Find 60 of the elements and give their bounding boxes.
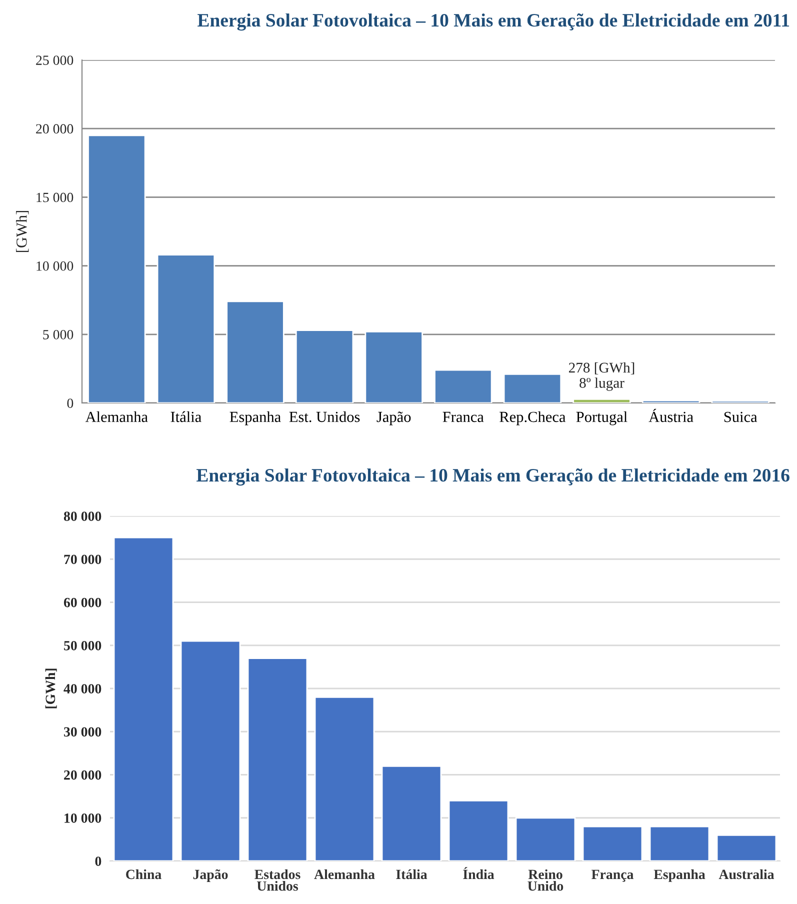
y-tick-label: 70 000	[64, 554, 102, 564]
bar	[156, 254, 216, 403]
chart-title: Energia Solar Fotovoltaica – 10 Mais em Geração de Eletricidade em 2011	[198, 13, 790, 31]
x-tick-label: Espanha	[654, 869, 706, 882]
y-tick-label: 10 000	[36, 261, 74, 271]
y-tick-label: 0	[95, 856, 102, 866]
y-tick-label: 30 000	[64, 727, 102, 737]
x-tick-label: Reino Unido	[528, 869, 564, 891]
bar	[88, 134, 146, 403]
x-tick-label: Australia	[718, 869, 774, 880]
annotation: 278 [GWh] 8º lugar	[568, 362, 634, 391]
y-tick-label: 5 000	[43, 330, 74, 340]
y-tick-label: 50 000	[64, 640, 102, 650]
bar	[448, 800, 509, 861]
y-tick-label: 20 000	[36, 124, 74, 134]
bar	[180, 640, 241, 861]
x-tick-label: Japão	[193, 869, 228, 882]
x-tick-label: Est. Unidos	[289, 411, 360, 422]
y-tick-label: 10 000	[64, 813, 102, 823]
chart-title: Energia Solar Fotovoltaica – 10 Mais em Geração de Eletricidade em 2016	[196, 468, 790, 486]
bar	[314, 696, 375, 861]
bar	[582, 826, 643, 861]
bar	[434, 369, 492, 403]
bar	[642, 400, 700, 403]
bar	[113, 536, 174, 861]
y-tick-label: 40 000	[64, 684, 102, 694]
bar	[716, 834, 777, 861]
bar	[226, 300, 284, 403]
y-tick-label: 15 000	[36, 192, 74, 202]
x-tick-label: Espanha	[230, 411, 281, 426]
x-tick-label: Portugal	[576, 411, 628, 426]
x-tick-label: Áustria	[648, 408, 694, 422]
x-tick-label: Japão	[376, 412, 411, 426]
y-axis-title: [GWh]	[16, 211, 29, 252]
y-tick-label: 0	[67, 398, 74, 408]
x-tick-label: Suica	[724, 412, 758, 422]
bar	[515, 817, 576, 861]
x-tick-label: Estados Unidos	[254, 869, 300, 891]
x-tick-label: França	[592, 870, 634, 882]
bar	[503, 373, 562, 403]
bar	[572, 398, 631, 403]
x-tick-label: Índia	[463, 867, 494, 880]
y-axis-title: [GWh]	[45, 668, 57, 708]
x-tick-label: Itália	[170, 411, 202, 422]
bar	[247, 658, 308, 861]
x-tick-label: China	[126, 869, 162, 880]
bar	[381, 765, 442, 861]
y-tick-label: 20 000	[64, 770, 102, 780]
bar	[295, 330, 354, 403]
y-tick-label: 60 000	[64, 598, 102, 608]
y-tick-label: 80 000	[64, 512, 102, 521]
bar	[711, 400, 770, 403]
y-tick-label: 25 000	[36, 56, 74, 65]
x-tick-label: Alemanha	[85, 411, 148, 422]
x-tick-label: Rep.Checa	[500, 411, 566, 426]
bar	[649, 826, 710, 861]
bar	[364, 330, 423, 403]
x-tick-label: Alemanha	[314, 869, 375, 880]
x-tick-label: Franca	[442, 412, 484, 422]
x-tick-label: Itália	[396, 869, 428, 880]
